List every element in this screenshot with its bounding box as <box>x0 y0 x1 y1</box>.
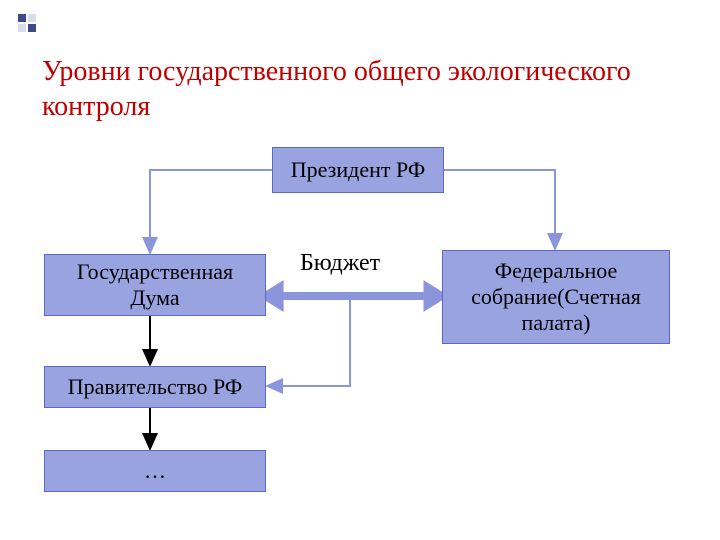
node-ellipsis: … <box>44 450 266 492</box>
edge-president-to-council <box>444 170 555 249</box>
bullet-sq <box>18 24 26 32</box>
bullet-sq <box>28 14 36 22</box>
node-council: Федеральное собрание(Счетная палата) <box>442 250 670 344</box>
edge-council-to-gov <box>267 296 350 386</box>
edge-president-to-duma <box>150 170 290 253</box>
bullet-sq <box>18 14 26 22</box>
node-gov: Правительство РФ <box>44 366 266 408</box>
slide-bullet-icon <box>18 14 42 38</box>
slide-stage: { "title": { "text": "Уровни государстве… <box>0 0 720 540</box>
node-president: Президент РФ <box>272 147 444 193</box>
node-duma: Государственная Дума <box>44 254 266 316</box>
bullet-sq <box>28 24 36 32</box>
label-budget: Бюджет <box>300 250 380 277</box>
slide-title: Уровни государственного общего экологиче… <box>42 54 662 124</box>
